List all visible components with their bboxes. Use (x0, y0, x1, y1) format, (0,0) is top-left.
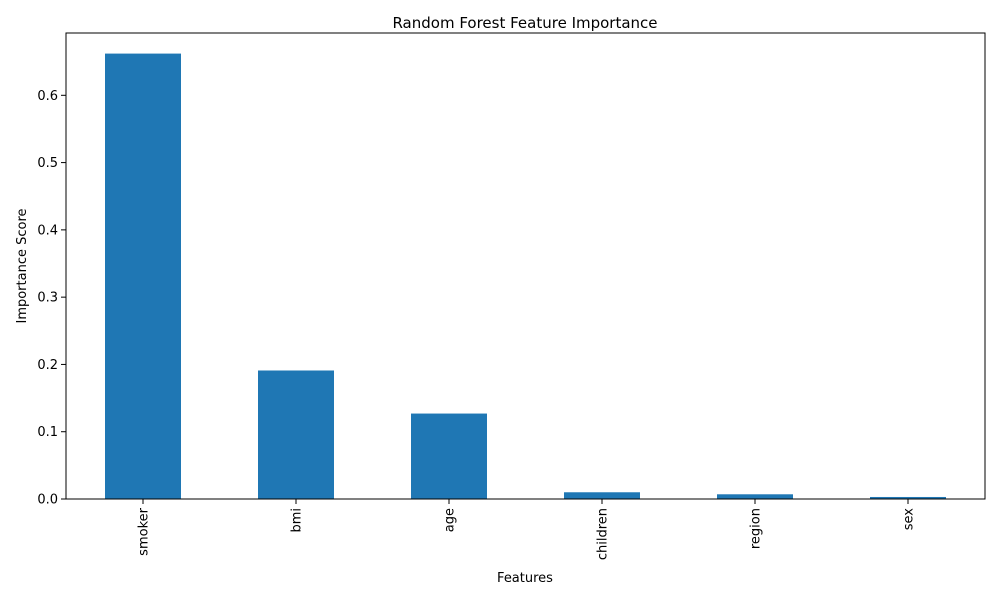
x-tick-label-smoker: smoker (137, 507, 152, 555)
bar-smoker (105, 53, 181, 500)
bar-children (564, 492, 640, 499)
y-tick-label: 0.5 (37, 156, 58, 171)
bar-bmi (258, 370, 334, 499)
y-tick-label: 0.4 (37, 223, 58, 238)
x-tick-label-region: region (749, 508, 764, 549)
x-axis: smoker bmi age children region sex (137, 499, 917, 560)
y-tick-label: 0.6 (37, 89, 58, 104)
y-tick-label: 0.1 (37, 425, 58, 440)
chart-title: Random Forest Feature Importance (392, 14, 657, 32)
bar-region (717, 494, 793, 499)
x-axis-label: Features (497, 571, 553, 586)
bar-sex (870, 496, 946, 499)
bar-age (411, 413, 487, 499)
y-axis-label: Importance Score (15, 208, 30, 323)
x-tick-label-sex: sex (902, 508, 917, 531)
y-axis: 0.0 0.1 0.2 0.3 0.4 0.5 0.6 (37, 89, 66, 508)
x-tick-label-children: children (596, 508, 611, 560)
y-tick-label: 0.3 (37, 291, 58, 306)
x-tick-label-age: age (443, 508, 458, 532)
plot-frame (65, 32, 986, 500)
x-tick-label-bmi: bmi (290, 508, 305, 533)
y-tick-label: 0.2 (37, 358, 58, 373)
y-tick-label: 0.0 (37, 493, 58, 508)
bars-group (105, 53, 946, 500)
